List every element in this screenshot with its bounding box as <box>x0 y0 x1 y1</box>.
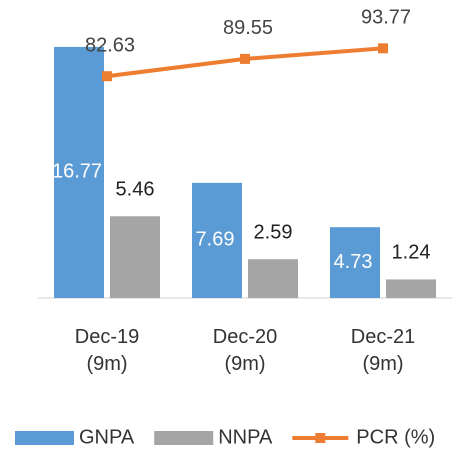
legend-marker <box>315 433 326 443</box>
x-tick-label: Dec-20 (9m) <box>212 326 278 375</box>
data-label: 82.63 <box>85 34 135 56</box>
data-label: 16.77 <box>52 161 102 183</box>
bar <box>54 46 104 299</box>
data-label: 89.55 <box>223 17 273 39</box>
bar <box>192 182 242 298</box>
legend-label: GNPA <box>79 426 135 448</box>
x-tick-label: Dec-21 (9m) <box>350 326 416 375</box>
legend-label: NNPA <box>218 426 273 448</box>
bar <box>330 227 380 298</box>
data-label: 4.73 <box>334 251 373 273</box>
legend-label: PCR (%) <box>356 426 435 448</box>
marker <box>240 53 250 64</box>
marker <box>102 71 112 82</box>
marker <box>378 43 388 54</box>
data-label: 2.59 <box>254 222 293 244</box>
legend-swatch <box>15 431 74 445</box>
bar <box>110 216 160 298</box>
legend-swatch <box>154 431 214 445</box>
x-tick-label: Dec-19 (9m) <box>74 326 140 375</box>
data-label: 1.24 <box>392 242 431 264</box>
data-label: 7.69 <box>196 229 235 251</box>
bar <box>386 279 436 298</box>
data-label: 5.46 <box>116 179 155 201</box>
bar <box>248 259 298 298</box>
data-label: 93.77 <box>361 7 411 29</box>
